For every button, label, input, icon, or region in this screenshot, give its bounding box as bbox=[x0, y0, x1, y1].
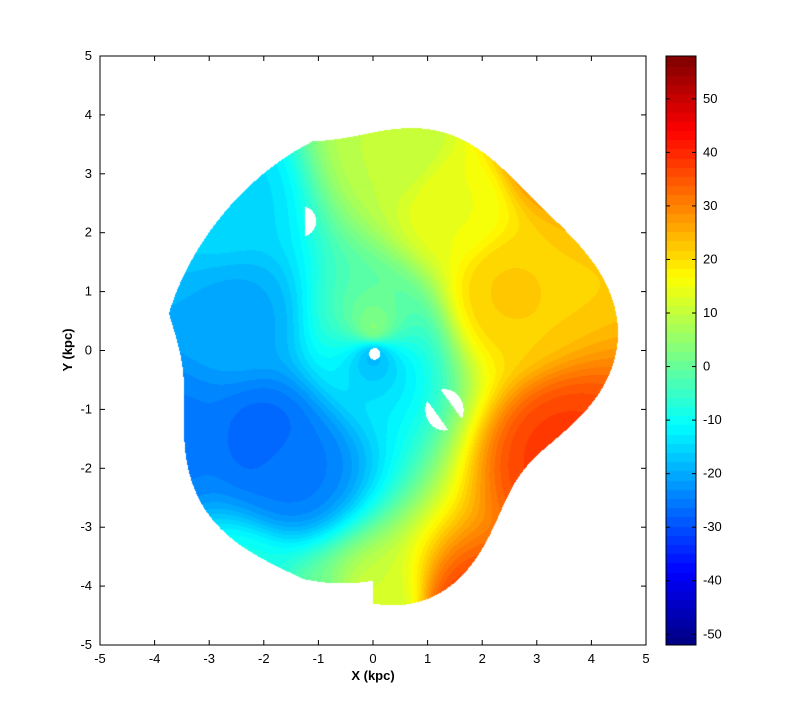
colorbar-ticks: -50 -40 -30 -20 -10 0 10 20 30 40 50 bbox=[666, 91, 722, 641]
x-tick-label: -5 bbox=[94, 651, 106, 666]
y-axis-ticks: -5 -4 -3 -2 -1 0 1 2 3 4 5 bbox=[80, 48, 646, 652]
x-tick-label: -2 bbox=[258, 651, 270, 666]
x-tick-label: -3 bbox=[203, 651, 215, 666]
colorbar-tick-label: -30 bbox=[703, 519, 722, 534]
x-axis-ticks: -5 -4 -3 -2 -1 0 1 2 3 4 5 bbox=[94, 56, 650, 666]
colorbar-tick-label: 40 bbox=[703, 144, 717, 159]
x-tick-label: 4 bbox=[588, 651, 595, 666]
x-tick-label: 5 bbox=[642, 651, 649, 666]
y-tick-label: -3 bbox=[80, 519, 92, 534]
y-tick-label: 4 bbox=[85, 107, 92, 122]
colorbar-tick-label: -40 bbox=[703, 573, 722, 588]
colorbar-tick-label: 30 bbox=[703, 198, 717, 213]
x-tick-label: -4 bbox=[149, 651, 161, 666]
colorbar-gradient bbox=[666, 56, 696, 645]
x-tick-label: 0 bbox=[369, 651, 376, 666]
colorbar-tick-label: 20 bbox=[703, 251, 717, 266]
x-tick-label: 1 bbox=[424, 651, 431, 666]
colorbar-tick-label: 10 bbox=[703, 305, 717, 320]
velocity-field-heatmap bbox=[100, 56, 646, 645]
y-tick-label: 0 bbox=[85, 343, 92, 358]
x-tick-label: 2 bbox=[479, 651, 486, 666]
y-tick-label: 2 bbox=[85, 225, 92, 240]
colorbar-tick-label: 0 bbox=[703, 359, 710, 374]
y-axis-label: Y (kpc) bbox=[60, 328, 75, 371]
y-tick-label: -4 bbox=[80, 578, 92, 593]
y-tick-label: -5 bbox=[80, 637, 92, 652]
x-tick-label: -1 bbox=[313, 651, 325, 666]
y-tick-label: -1 bbox=[80, 401, 92, 416]
colorbar-tick-label: -20 bbox=[703, 466, 722, 481]
x-axis-label: X (kpc) bbox=[351, 668, 394, 683]
x-tick-label: 3 bbox=[533, 651, 540, 666]
y-tick-label: 1 bbox=[85, 284, 92, 299]
colorbar-frame bbox=[665, 55, 697, 646]
y-tick-label: 3 bbox=[85, 166, 92, 181]
y-tick-label: 5 bbox=[85, 48, 92, 63]
colorbar-area bbox=[666, 56, 696, 645]
heatmap-area bbox=[100, 56, 646, 645]
colorbar-tick-label: -10 bbox=[703, 412, 722, 427]
colorbar-tick-label: 50 bbox=[703, 91, 717, 106]
colorbar-tick-label: -50 bbox=[703, 626, 722, 641]
y-tick-label: -2 bbox=[80, 460, 92, 475]
